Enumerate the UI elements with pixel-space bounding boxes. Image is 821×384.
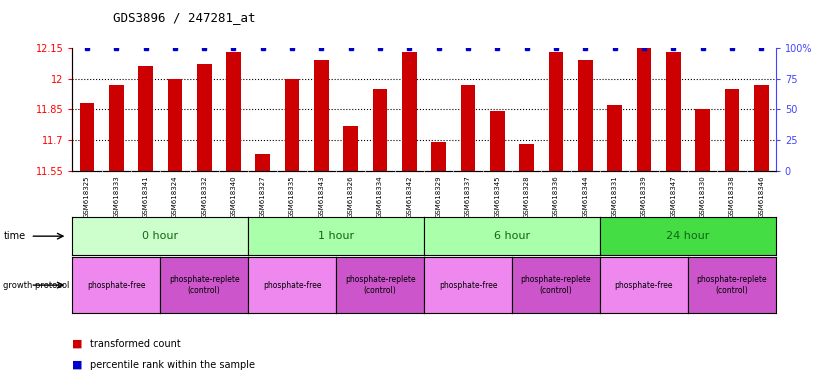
Bar bbox=[197, 65, 212, 171]
Text: GDS3896 / 247281_at: GDS3896 / 247281_at bbox=[113, 12, 256, 25]
Bar bbox=[167, 79, 182, 171]
Bar bbox=[402, 52, 417, 171]
Text: ■: ■ bbox=[72, 339, 83, 349]
Text: GSM618342: GSM618342 bbox=[406, 175, 412, 217]
Text: GSM618330: GSM618330 bbox=[699, 175, 705, 218]
Text: GSM618326: GSM618326 bbox=[348, 175, 354, 218]
Bar bbox=[578, 60, 593, 171]
Text: time: time bbox=[3, 231, 25, 241]
Bar bbox=[285, 79, 300, 171]
Bar bbox=[636, 48, 651, 171]
Bar bbox=[754, 85, 768, 171]
Bar bbox=[548, 52, 563, 171]
Text: 24 hour: 24 hour bbox=[666, 231, 709, 241]
Text: GSM618336: GSM618336 bbox=[553, 175, 559, 218]
Text: GSM618324: GSM618324 bbox=[172, 175, 178, 217]
Bar bbox=[490, 111, 505, 171]
Text: 0 hour: 0 hour bbox=[142, 231, 178, 241]
Text: phosphate-free: phosphate-free bbox=[263, 281, 321, 290]
Text: GSM618337: GSM618337 bbox=[465, 175, 471, 218]
Bar bbox=[109, 85, 123, 171]
Text: GSM618332: GSM618332 bbox=[201, 175, 207, 218]
Text: GSM618328: GSM618328 bbox=[524, 175, 530, 218]
Text: phosphate-free: phosphate-free bbox=[615, 281, 673, 290]
Text: GSM618344: GSM618344 bbox=[582, 175, 589, 217]
Bar bbox=[666, 52, 681, 171]
Text: GSM618338: GSM618338 bbox=[729, 175, 735, 218]
Text: GSM618340: GSM618340 bbox=[231, 175, 236, 218]
Bar bbox=[725, 89, 739, 171]
Text: GSM618341: GSM618341 bbox=[143, 175, 149, 218]
Text: GSM618327: GSM618327 bbox=[259, 175, 266, 218]
Text: GSM618333: GSM618333 bbox=[113, 175, 119, 218]
Text: ■: ■ bbox=[72, 360, 83, 370]
Bar bbox=[226, 52, 241, 171]
Text: GSM618325: GSM618325 bbox=[84, 175, 90, 217]
Bar bbox=[520, 144, 534, 171]
Bar bbox=[138, 66, 153, 171]
Bar bbox=[431, 142, 446, 171]
Bar bbox=[255, 154, 270, 171]
Text: phosphate-free: phosphate-free bbox=[87, 281, 145, 290]
Text: phosphate-replete
(control): phosphate-replete (control) bbox=[169, 275, 240, 295]
Text: phosphate-replete
(control): phosphate-replete (control) bbox=[696, 275, 767, 295]
Text: GSM618329: GSM618329 bbox=[436, 175, 442, 218]
Text: transformed count: transformed count bbox=[90, 339, 181, 349]
Bar bbox=[695, 109, 710, 171]
Text: GSM618347: GSM618347 bbox=[670, 175, 677, 218]
Text: 6 hour: 6 hour bbox=[494, 231, 530, 241]
Text: growth protocol: growth protocol bbox=[3, 281, 70, 290]
Bar bbox=[314, 60, 328, 171]
Bar bbox=[461, 85, 475, 171]
Bar bbox=[80, 103, 94, 171]
Text: percentile rank within the sample: percentile rank within the sample bbox=[90, 360, 255, 370]
Text: GSM618346: GSM618346 bbox=[758, 175, 764, 218]
Text: GSM618343: GSM618343 bbox=[319, 175, 324, 218]
Bar bbox=[343, 126, 358, 171]
Text: phosphate-free: phosphate-free bbox=[438, 281, 498, 290]
Text: phosphate-replete
(control): phosphate-replete (control) bbox=[345, 275, 415, 295]
Text: GSM618339: GSM618339 bbox=[641, 175, 647, 218]
Text: GSM618345: GSM618345 bbox=[494, 175, 500, 217]
Text: GSM618335: GSM618335 bbox=[289, 175, 295, 218]
Text: phosphate-replete
(control): phosphate-replete (control) bbox=[521, 275, 591, 295]
Text: GSM618331: GSM618331 bbox=[612, 175, 617, 218]
Bar bbox=[373, 89, 388, 171]
Bar bbox=[608, 105, 622, 171]
Text: 1 hour: 1 hour bbox=[318, 231, 354, 241]
Text: GSM618334: GSM618334 bbox=[377, 175, 383, 218]
